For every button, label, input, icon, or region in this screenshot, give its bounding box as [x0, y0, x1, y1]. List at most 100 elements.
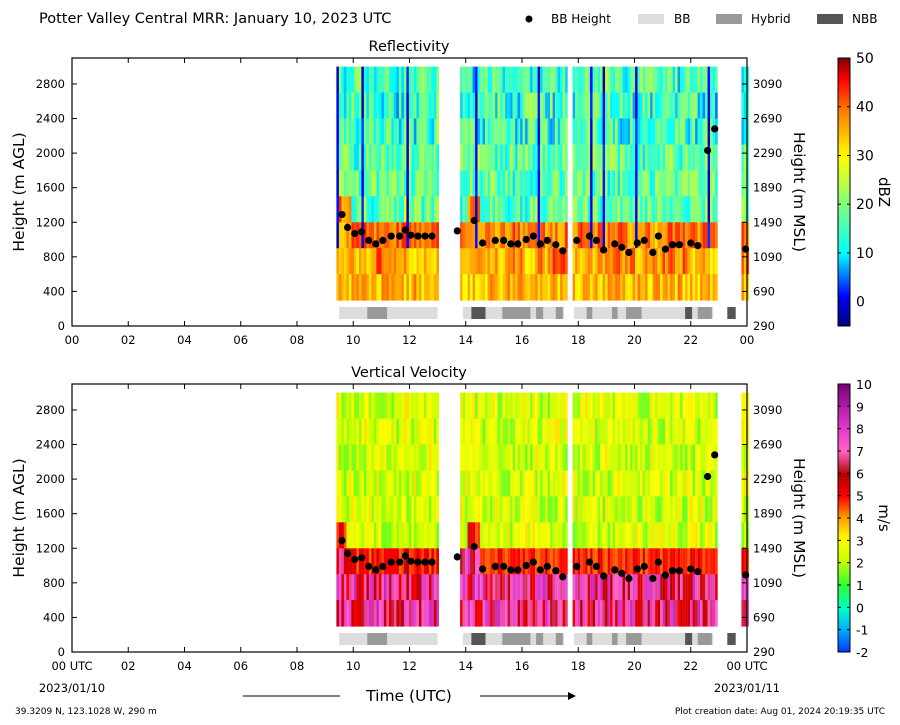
heatmap-cell [346, 444, 349, 471]
heatmap-cell [396, 444, 399, 471]
heatmap-cell [475, 548, 478, 575]
strip-hybrid [367, 633, 387, 645]
heatmap-cell [416, 418, 419, 446]
heatmap-cell [552, 222, 556, 249]
heatmap-cell [595, 92, 598, 120]
heatmap-cell [346, 496, 349, 523]
heatmap-cell [620, 418, 623, 446]
heatmap-cell [502, 522, 506, 549]
heatmap-cell [507, 222, 511, 249]
heatmap-cell [507, 92, 511, 120]
heatmap-cell [490, 496, 493, 523]
heatmap-cell [575, 92, 578, 120]
heatmap-cell [363, 522, 367, 549]
heatmap-cell [482, 66, 486, 94]
heatmap-cell [620, 496, 623, 523]
heatmap-cell [700, 196, 703, 223]
heatmap-cell [585, 470, 588, 497]
heatmap-cell [540, 470, 543, 497]
heatmap-cell [490, 66, 493, 94]
heatmap-cell [687, 444, 691, 471]
colorbar-tick-label: 3 [856, 533, 864, 548]
heatmap-cell [386, 496, 389, 523]
heatmap-cell [547, 600, 551, 627]
heatmap-cell [710, 118, 713, 145]
heatmap-cell [532, 600, 536, 627]
heatmap-cell [361, 496, 364, 523]
heatmap-cell [517, 392, 521, 420]
heatmap-cell [403, 92, 407, 120]
legend-swatch-hybrid [716, 14, 742, 24]
heatmap-cell [396, 196, 399, 223]
heatmap-cell [428, 196, 432, 223]
heatmap-cell [540, 274, 543, 301]
heatmap-cell [630, 222, 633, 249]
heatmap-cell [421, 66, 424, 94]
heatmap-cell [650, 66, 653, 94]
heatmap-cell [615, 144, 618, 171]
heatmap-cell [610, 222, 613, 249]
heatmap-cell [662, 392, 666, 420]
heatmap-cell [605, 600, 608, 627]
heatmap-cell [645, 274, 648, 301]
heatmap-cell [607, 522, 611, 549]
heatmap-cell [642, 574, 646, 601]
heatmap-cell [645, 222, 648, 249]
heatmap-cell [418, 392, 422, 420]
heatmap-cell [525, 222, 528, 249]
heatmap-cell [472, 92, 476, 120]
heatmap-cell [341, 248, 344, 275]
heatmap-cell [697, 496, 701, 523]
heatmap-cell [592, 222, 596, 249]
heatmap-cell [393, 248, 397, 275]
heatmap-cell [743, 118, 747, 145]
heatmap-cell [642, 274, 646, 301]
heatmap-cell [467, 118, 471, 145]
heatmap-cell [477, 222, 481, 249]
heatmap-cell [436, 196, 439, 223]
heatmap-cell [522, 418, 526, 446]
heatmap-cell [680, 196, 683, 223]
heatmap-cell [433, 522, 437, 549]
heatmap-cell [620, 574, 623, 601]
heatmap-cell [677, 470, 681, 497]
heatmap-cell [657, 444, 661, 471]
heatmap-cell [670, 144, 673, 171]
heatmap-cell [512, 522, 516, 549]
heatmap-cell [655, 170, 658, 197]
heatmap-cell [610, 66, 613, 94]
heatmap-cell [667, 196, 671, 223]
heatmap-cell [712, 418, 716, 446]
heatmap-cell [480, 66, 483, 94]
bb-height-point [633, 239, 641, 247]
heatmap-cell [695, 170, 698, 197]
heatmap-cell [580, 170, 583, 197]
heatmap-cell [647, 522, 651, 549]
heatmap-cell [527, 392, 531, 420]
heatmap-cell [630, 470, 633, 497]
heatmap-cell [393, 548, 397, 575]
heatmap-cell [426, 170, 429, 197]
heatmap-cell [565, 392, 568, 420]
heatmap-cell [560, 548, 563, 575]
bb-height-point [401, 552, 409, 560]
heatmap-cell [388, 496, 392, 523]
bb-height-point [694, 568, 702, 576]
heatmap-cell [537, 444, 541, 471]
strip-hybrid [697, 633, 712, 645]
heatmap-cell [366, 144, 369, 171]
heatmap-cell [500, 144, 503, 171]
heatmap-cell [537, 222, 541, 249]
heatmap-cell [585, 522, 588, 549]
heatmap-cell [522, 248, 526, 275]
heatmap-cell [615, 522, 618, 549]
heatmap-cell [565, 574, 568, 601]
heatmap-cell [597, 470, 601, 497]
heatmap-cell [520, 444, 523, 471]
heatmap-cell [378, 92, 382, 120]
heatmap-cell [346, 522, 349, 549]
heatmap-cell [393, 222, 397, 249]
heatmap-cell [358, 196, 362, 223]
heatmap-cell [532, 248, 536, 275]
heatmap-cell [687, 144, 691, 171]
